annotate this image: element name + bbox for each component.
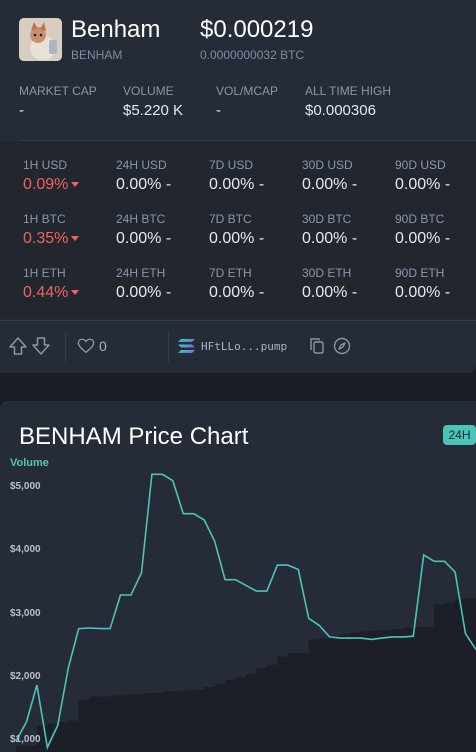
change-value: 0.09% [23,176,80,194]
change-label: 90D USD [395,158,446,172]
change-label: 30D BTC [302,212,352,226]
caret-down-icon [71,182,80,188]
change-value: 0.44% [23,284,80,302]
change-value-text: 0.00% - [302,284,358,301]
change-value: 0.00% - [209,176,264,194]
price-line-series [15,473,476,751]
change-label: 7D ETH [209,266,252,280]
change-value-text: 0.09% [23,176,69,193]
ath-value: $0.000306 [305,102,376,119]
change-label: 1H BTC [23,212,66,226]
change-value-text: 0.00% - [209,176,265,193]
change-value: 0.00% - [116,284,171,302]
change-value-text: 0.00% - [395,230,451,247]
y-tick-label: $2,000 [10,671,41,682]
change-value-text: 0.00% - [302,176,358,193]
vol-mcap-label: VOL/MCAP [216,84,279,98]
solana-logo-icon [178,338,198,358]
market-cap-label: MARKET CAP [19,84,97,98]
change-value: 0.00% - [116,176,171,194]
price-btc: 0.0000000032 BTC [200,48,305,62]
change-value-text: 0.00% - [116,230,172,247]
upvote-button[interactable] [8,336,28,356]
range-24h-button[interactable]: 24H [443,425,476,445]
change-value: 0.00% - [302,230,357,248]
toolbar-divider [0,320,476,321]
change-value-text: 0.00% - [209,284,265,301]
copy-button[interactable] [309,337,329,357]
coin-symbol: BENHAM [71,48,123,62]
ath-label: ALL TIME HIGH [305,84,392,98]
volume-area-series [16,575,476,752]
change-value: 0.00% - [209,230,264,248]
change-label: 30D USD [302,158,353,172]
change-label: 90D ETH [395,266,445,280]
price-chart-plot[interactable] [0,401,476,752]
change-value-text: 0.44% [23,284,69,301]
change-value-text: 0.00% - [302,230,358,247]
y-tick-label: $1,000 [10,734,41,745]
change-label: 7D BTC [209,212,252,226]
change-label: 90D BTC [395,212,445,226]
copy-icon [310,338,324,354]
volume-value: $5.220 K [123,102,184,119]
change-label: 30D ETH [302,266,352,280]
arrow-down-outline-icon [32,337,50,355]
market-cap-value: - [19,102,24,119]
chart-title: BENHAM Price Chart [19,423,249,450]
change-value-text: 0.00% - [209,230,265,247]
y-tick-label: $5,000 [10,481,41,492]
coin-name: Benham [71,16,161,43]
change-value: 0.35% [23,230,80,248]
change-value: 0.00% - [395,284,450,302]
toolbar-separator [168,331,169,362]
vol-mcap-value: - [216,102,221,119]
arrow-up-outline-icon [9,337,27,355]
coin-logo [19,18,62,61]
price-chart-card: BENHAM Price Chart 24H Volume $5,000 $4,… [0,401,476,752]
y-tick-label: $4,000 [10,544,41,555]
change-value: 0.00% - [302,284,357,302]
change-value-text: 0.00% - [395,284,451,301]
like-count: 0 [99,338,107,354]
contract-address[interactable]: HFtLLo...pump [201,340,288,353]
change-value-text: 0.00% - [116,176,172,193]
downvote-button[interactable] [31,336,51,356]
price-usd: $0.000219 [200,16,314,43]
change-value: 0.00% - [395,176,450,194]
change-label: 24H ETH [116,266,166,280]
change-value-text: 0.00% - [395,176,451,193]
heart-outline-icon [77,338,95,354]
change-label: 1H USD [23,158,68,172]
compass-icon [333,337,351,355]
change-value-text: 0.00% - [116,284,172,301]
change-value: 0.00% - [302,176,357,194]
legend-volume: Volume [10,457,49,469]
y-tick-label: $3,000 [10,608,41,619]
change-label: 24H BTC [116,212,166,226]
toolbar-separator [65,331,66,362]
change-value: 0.00% - [209,284,264,302]
volume-label: VOLUME [123,84,174,98]
explorer-button[interactable] [333,337,353,357]
change-label: 7D USD [209,158,254,172]
caret-down-icon [71,290,80,296]
change-value: 0.00% - [116,230,171,248]
change-value-text: 0.35% [23,230,69,247]
stats-divider [19,140,476,141]
price-change-grid [0,141,476,319]
like-button[interactable] [77,337,97,357]
caret-down-icon [71,236,80,242]
change-value: 0.00% - [395,230,450,248]
change-label: 1H ETH [23,266,66,280]
change-label: 24H USD [116,158,167,172]
